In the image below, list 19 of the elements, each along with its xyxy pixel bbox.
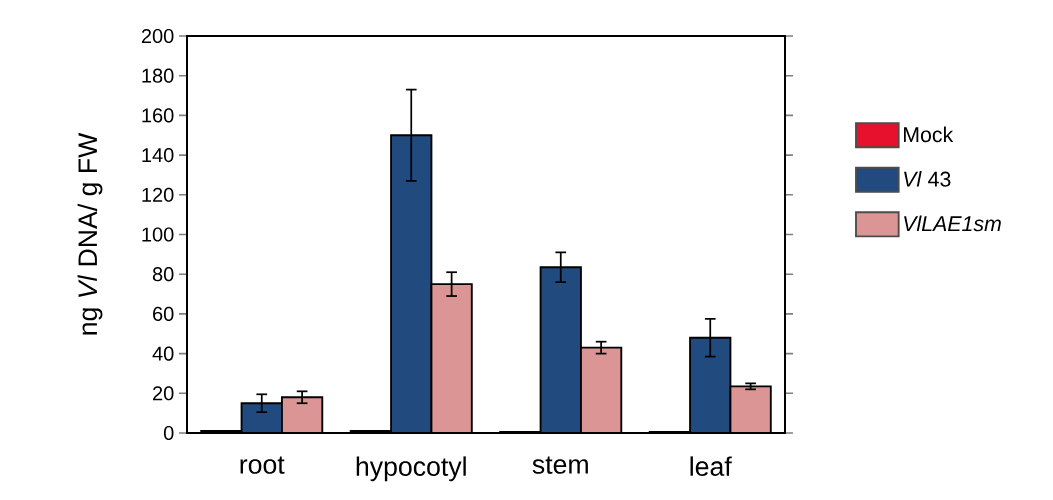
legend-label: VlLAE1sm (904, 215, 1001, 232)
y-tick-label: 60 (153, 306, 174, 321)
y-tick-label: 140 (142, 148, 174, 163)
y-tick-label: 0 (163, 425, 174, 441)
x-tick-label: root (240, 456, 285, 474)
y-tick-label: 20 (153, 386, 174, 401)
legend-label: Vl 43 (904, 171, 951, 187)
y-tick-label: 180 (142, 68, 174, 83)
y-tick-label: 40 (152, 346, 174, 361)
x-tick-label: hypocotyl (356, 456, 466, 482)
legend-label: Mock (904, 126, 954, 143)
y-tick-label: 80 (152, 267, 174, 282)
y-tick-label: 120 (142, 187, 174, 202)
y-tick-label: 160 (142, 108, 174, 123)
y-tick-label: 100 (142, 227, 174, 242)
x-tick-label: leaf (690, 456, 732, 476)
x-tick-label: stem (532, 456, 588, 474)
y-axis-title: ng Vl DNA/ g FW (77, 132, 103, 335)
y-tick-label: 200 (141, 28, 174, 44)
